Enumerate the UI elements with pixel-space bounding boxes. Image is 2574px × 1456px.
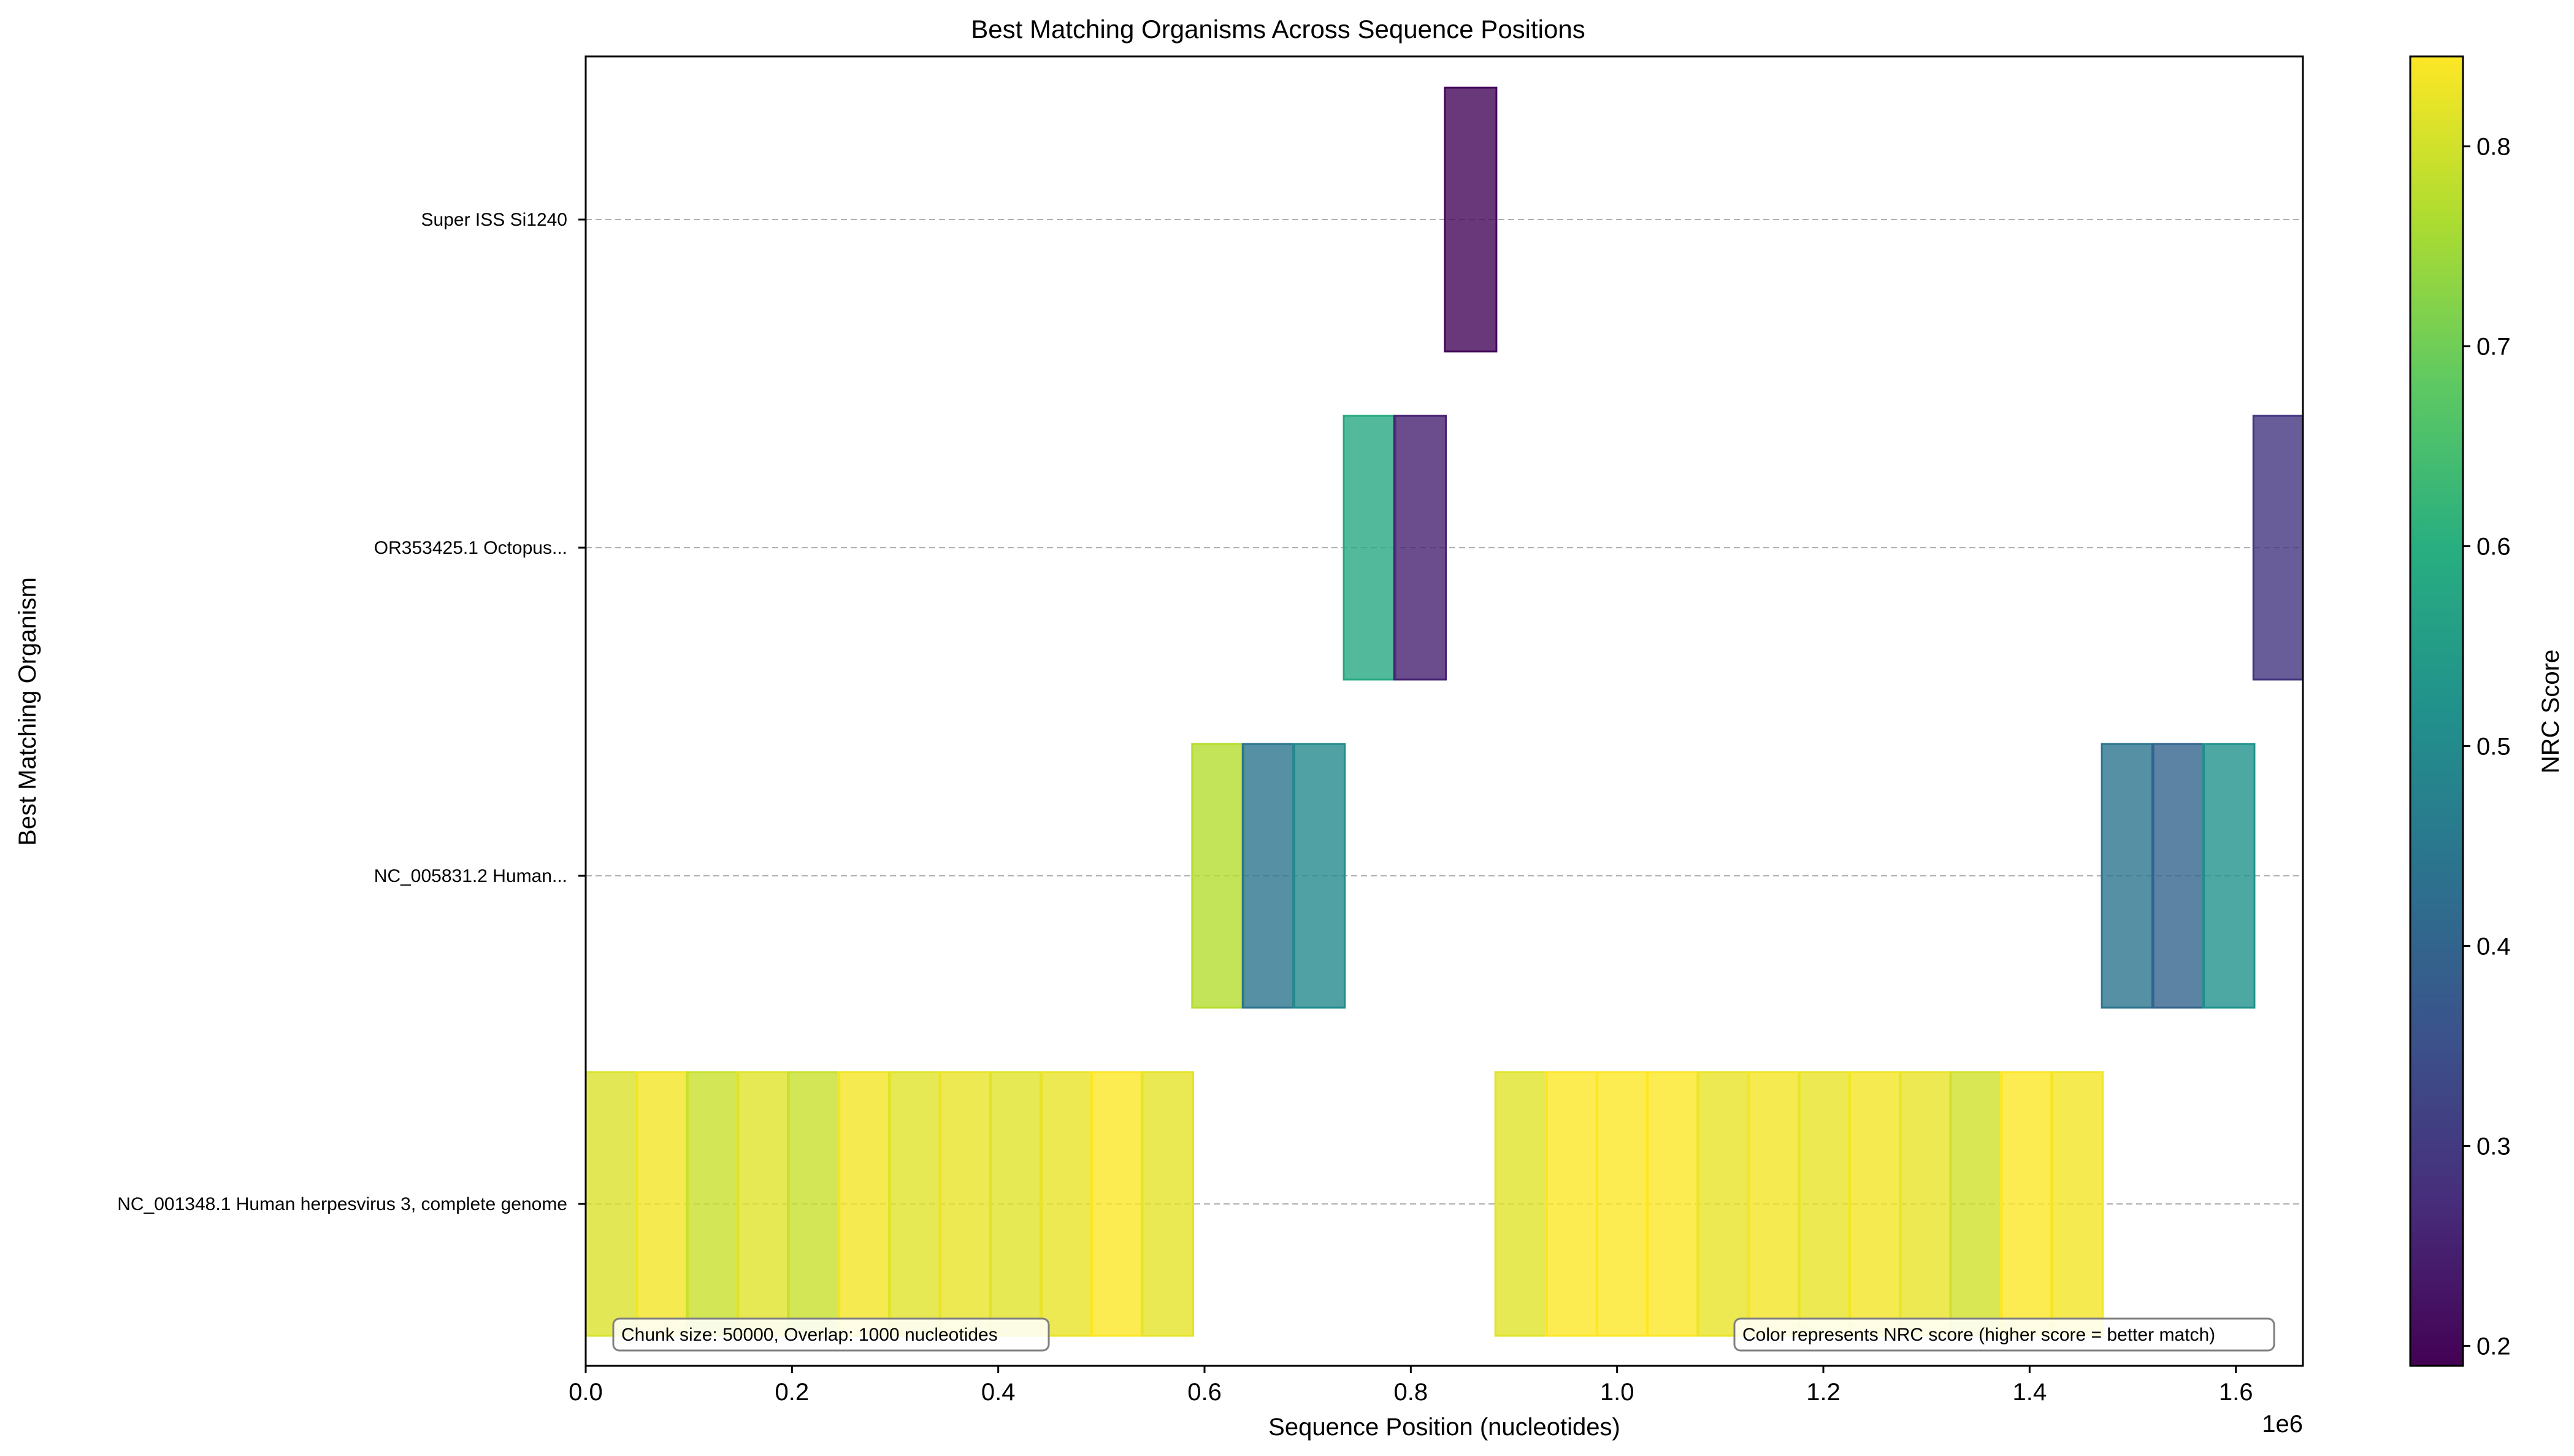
x-tick-label: 0.4 xyxy=(981,1379,1016,1406)
chunk-bar xyxy=(1849,1072,1901,1336)
colorbar-tick-label: 0.5 xyxy=(2476,734,2511,761)
annotation-color-meaning-text: Color represents NRC score (higher score… xyxy=(1742,1325,2215,1345)
chunk-bar xyxy=(1950,1072,2002,1336)
chunk-bar xyxy=(586,1072,637,1336)
x-tick-label: 0.8 xyxy=(1394,1379,1428,1406)
chunk-bar xyxy=(636,1072,688,1336)
y-axis-label: Best Matching Organism xyxy=(14,577,41,846)
chunk-bar xyxy=(1799,1072,1850,1336)
colorbar-tick-label: 0.3 xyxy=(2476,1133,2511,1160)
colorbar-tick-label: 0.6 xyxy=(2476,534,2511,561)
chunk-bar xyxy=(1495,1072,1547,1336)
x-axis: 0.0 0.2 0.4 0.6 0.8 1.0 1.2 1.4 1.6 xyxy=(569,1366,2253,1406)
chunk-bar xyxy=(2152,744,2204,1008)
chunk-bar xyxy=(1141,1072,1193,1336)
chart-title: Best Matching Organisms Across Sequence … xyxy=(971,15,1585,44)
chunk-bar xyxy=(2051,1072,2103,1336)
x-offset-label: 1e6 xyxy=(2262,1411,2303,1438)
x-tick-label: 0.0 xyxy=(569,1379,603,1406)
plot-area xyxy=(586,56,2303,1366)
chunk-bar xyxy=(990,1072,1041,1336)
chunk-bar xyxy=(1243,744,1294,1008)
y-tick-label: OR353425.1 Octopus... xyxy=(374,538,567,558)
chunk-bar xyxy=(737,1072,789,1336)
chunk-bar xyxy=(2102,744,2153,1008)
chunk-bar xyxy=(1596,1072,1648,1336)
annotation-chunk-size: Chunk size: 50000, Overlap: 1000 nucleot… xyxy=(613,1319,1049,1351)
chunk-bar xyxy=(1698,1072,1749,1336)
chunk-bars xyxy=(586,88,2303,1336)
chunk-bar xyxy=(1041,1072,1092,1336)
chunk-bar xyxy=(1445,88,1496,351)
x-tick-label: 0.2 xyxy=(775,1379,810,1406)
y-tick-label: NC_005831.2 Human... xyxy=(374,866,567,886)
colorbar-label: NRC Score xyxy=(2537,649,2564,773)
chunk-bar xyxy=(1647,1072,1698,1336)
chunk-bar xyxy=(1546,1072,1598,1336)
y-tick-label: NC_001348.1 Human herpesvirus 3, complet… xyxy=(117,1194,567,1214)
annotation-chunk-size-text: Chunk size: 50000, Overlap: 1000 nucleot… xyxy=(621,1325,998,1345)
chunk-bar xyxy=(1394,416,1446,680)
y-tick-label: Super ISS Si1240 xyxy=(421,210,568,230)
annotation-color-meaning: Color represents NRC score (higher score… xyxy=(1734,1319,2274,1351)
colorbar-tick-label: 0.7 xyxy=(2476,334,2511,361)
chunk-bar xyxy=(2253,416,2303,680)
chunk-bar xyxy=(1899,1072,1951,1336)
colorbar-tick-label: 0.2 xyxy=(2476,1333,2511,1360)
chunk-bar xyxy=(889,1072,940,1336)
chunk-bar xyxy=(1091,1072,1143,1336)
chunk-bar xyxy=(940,1072,991,1336)
chunk-bar xyxy=(838,1072,890,1336)
chunk-bar xyxy=(1192,744,1244,1008)
x-tick-label: 0.6 xyxy=(1187,1379,1222,1406)
x-tick-label: 1.2 xyxy=(1806,1379,1840,1406)
chunk-bar xyxy=(2001,1072,2052,1336)
gridlines xyxy=(586,220,2303,1204)
colorbar-tick-label: 0.8 xyxy=(2476,134,2511,161)
chunk-bar xyxy=(1748,1072,1799,1336)
x-tick-label: 1.6 xyxy=(2219,1379,2253,1406)
chunk-bar xyxy=(788,1072,840,1336)
x-tick-label: 1.4 xyxy=(2013,1379,2047,1406)
colorbar-tick-label: 0.4 xyxy=(2476,933,2511,960)
x-axis-label: Sequence Position (nucleotides) xyxy=(1268,1414,1620,1441)
chunk-bar xyxy=(2203,744,2254,1008)
chunk-bar xyxy=(687,1072,738,1336)
chunk-bar xyxy=(1344,416,1395,680)
colorbar-ticks: 0.2 0.3 0.4 0.5 0.6 0.7 0.8 xyxy=(2463,134,2511,1360)
chunk-bar xyxy=(1293,744,1345,1008)
x-tick-label: 1.0 xyxy=(1600,1379,1634,1406)
y-axis: NC_001348.1 Human herpesvirus 3, complet… xyxy=(117,210,586,1214)
colorbar: 0.2 0.3 0.4 0.5 0.6 0.7 0.8 NRC Score xyxy=(2410,56,2564,1366)
colorbar-gradient xyxy=(2410,56,2463,1366)
